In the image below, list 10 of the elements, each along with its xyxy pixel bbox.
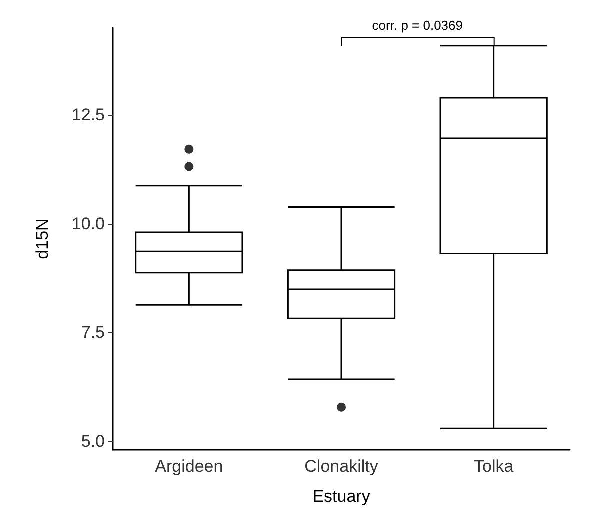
y-tick-label: 5.0: [81, 432, 105, 451]
y-tick-label: 12.5: [72, 106, 105, 125]
x-axis-title: Estuary: [312, 487, 371, 506]
x-tick-label: Tolka: [474, 457, 514, 476]
x-tick-label: Argideen: [155, 457, 224, 476]
y-tick-label: 10.0: [72, 214, 105, 234]
y-axis-title: d15N: [33, 218, 52, 260]
annotation: corr. p = 0.0369: [371, 18, 464, 33]
x-tick-label: Clonakilty: [304, 457, 379, 476]
y-tick-label: 7.5: [81, 323, 105, 342]
